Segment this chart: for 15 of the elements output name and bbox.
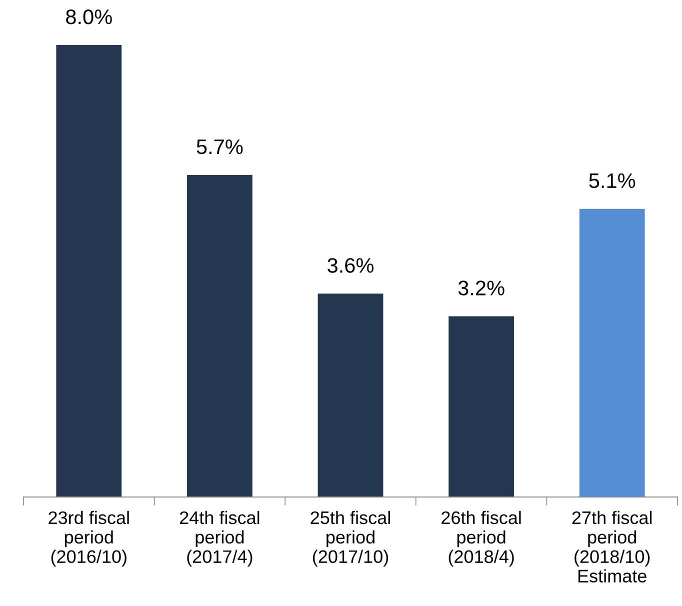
- x-tick-label: 23rd fiscal period (2016/10): [48, 510, 129, 567]
- x-tick-label: 24th fiscal period (2017/4): [180, 510, 260, 567]
- data-label: 3.6%: [328, 258, 374, 273]
- data-label: 8.0%: [66, 9, 112, 24]
- bar: [579, 208, 645, 497]
- bar: [318, 294, 384, 497]
- x-tick-label: 26th fiscal period (2018/4): [442, 510, 521, 567]
- bar: [187, 174, 252, 497]
- x-tick-label: 25th fiscal period (2017/10): [310, 510, 390, 567]
- data-label: 5.7%: [196, 140, 243, 154]
- data-label: 5.1%: [589, 173, 636, 188]
- bar: [448, 316, 514, 497]
- bar: [56, 45, 122, 497]
- x-tick-label: 27th fiscal period (2018/10) Estimate: [572, 510, 652, 582]
- data-label: 3.2%: [458, 280, 504, 296]
